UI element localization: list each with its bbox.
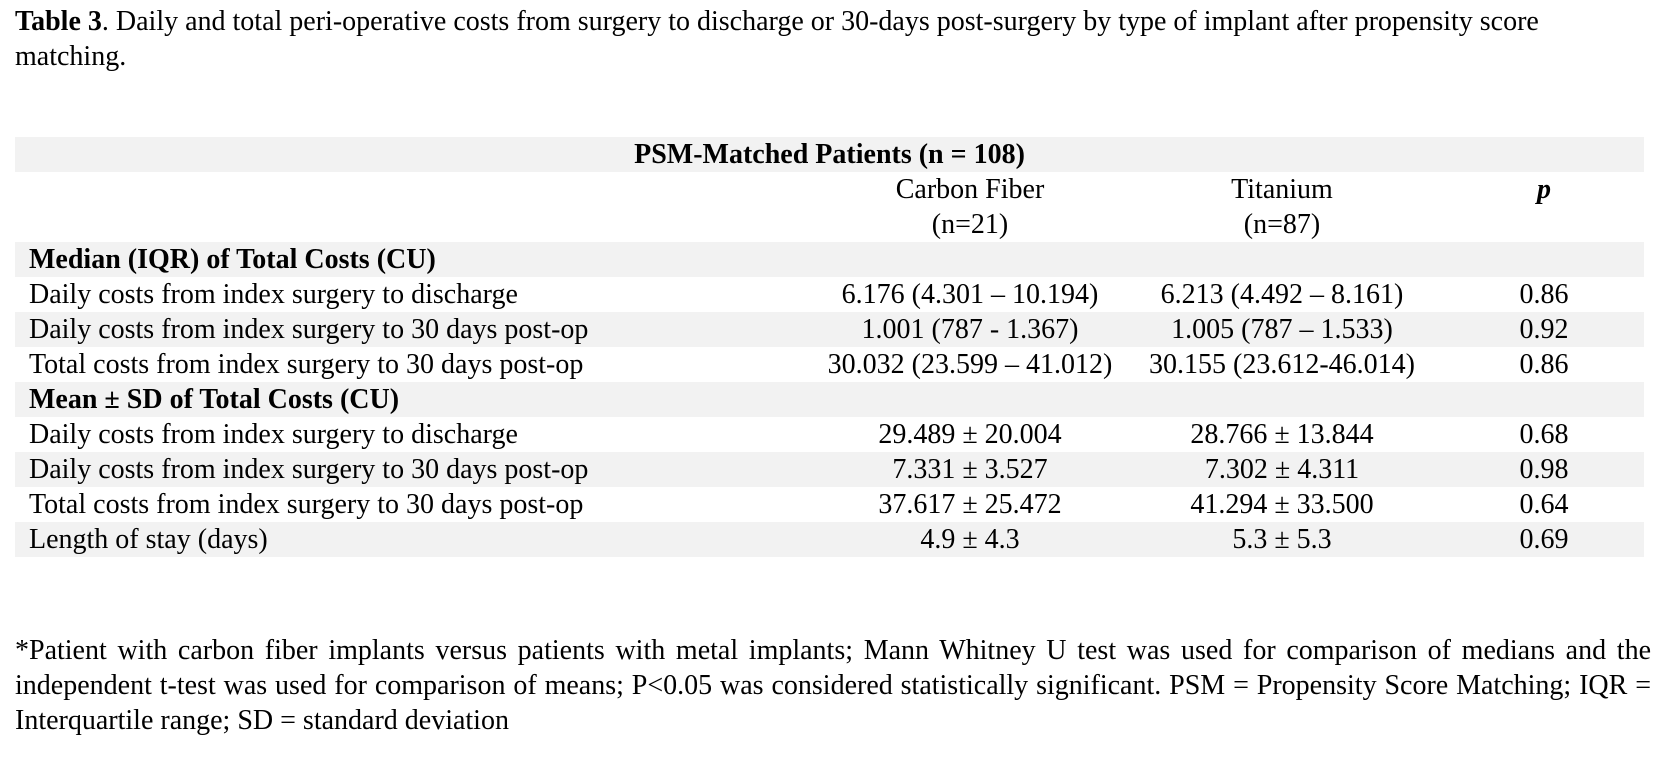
carbon-value: 30.032 (23.599 – 41.012) [827, 349, 1113, 380]
header-titanium-name: Titanium [1231, 174, 1333, 205]
section-heading-mean: Mean ± SD of Total Costs (CU) [15, 382, 1645, 417]
header-titanium-n: (n=87) [1243, 209, 1321, 240]
titanium-value: 6.213 (4.492 – 8.161) [1160, 279, 1404, 310]
p-value: 0.98 [1444, 452, 1645, 487]
table-title-row: PSM-Matched Patients (n = 108) [15, 137, 1645, 172]
p-value: 0.64 [1519, 489, 1569, 520]
header-carbon-fiber-n: (n=21) [931, 209, 1009, 240]
p-value: 0.86 [1519, 349, 1569, 380]
table-footnote: *Patient with carbon fiber implants vers… [15, 635, 1651, 736]
table-row: Daily costs from index surgery to 30 day… [15, 312, 1645, 347]
header-p-label: p [1537, 174, 1552, 205]
p-value: 0.69 [1444, 522, 1645, 557]
table-caption: Table 3. Daily and total peri-operative … [15, 4, 1655, 74]
titanium-value: 41.294 ± 33.500 [1190, 489, 1374, 520]
section-heading-median: Median (IQR) of Total Costs (CU) [15, 242, 1645, 277]
header-carbon-fiber-name: Carbon Fiber [895, 174, 1045, 205]
titanium-value: 7.302 ± 4.311 [1120, 452, 1444, 487]
table-row: Daily costs from index surgery to 30 day… [15, 452, 1645, 487]
row-label: Daily costs from index surgery to 30 day… [15, 452, 820, 487]
table-row: Total costs from index surgery to 30 day… [15, 347, 1644, 382]
row-label: Daily costs from index surgery to discha… [29, 279, 518, 310]
header-p-value: p [1444, 172, 1644, 242]
carbon-value: 37.617 ± 25.472 [878, 489, 1062, 520]
titanium-value: 1.005 (787 – 1.533) [1120, 312, 1444, 347]
table-row: Length of stay (days) 4.9 ± 4.3 5.3 ± 5.… [15, 522, 1645, 557]
p-value: 0.92 [1444, 312, 1645, 347]
header-empty-cell [15, 172, 820, 242]
column-header-row: Carbon Fiber (n=21) Titanium (n=87) p [15, 172, 1644, 242]
carbon-value: 4.9 ± 4.3 [820, 522, 1120, 557]
table-row: Total costs from index surgery to 30 day… [15, 487, 1644, 522]
row-label: Daily costs from index surgery to 30 day… [15, 312, 820, 347]
table-title: PSM-Matched Patients (n = 108) [15, 137, 1645, 172]
titanium-value: 30.155 (23.612-46.014) [1149, 349, 1415, 380]
header-titanium: Titanium (n=87) [1120, 172, 1444, 242]
p-value: 0.86 [1519, 279, 1569, 310]
row-label: Total costs from index surgery to 30 day… [29, 489, 584, 520]
row-label: Length of stay (days) [15, 522, 820, 557]
carbon-value: 1.001 (787 - 1.367) [820, 312, 1120, 347]
header-carbon-fiber: Carbon Fiber (n=21) [820, 172, 1120, 242]
section-heading-row: Mean ± SD of Total Costs (CU) [15, 382, 1645, 417]
carbon-value: 7.331 ± 3.527 [820, 452, 1120, 487]
section-heading-row: Median (IQR) of Total Costs (CU) [15, 242, 1645, 277]
p-value: 0.68 [1519, 419, 1569, 450]
table-row: Daily costs from index surgery to discha… [15, 417, 1644, 452]
caption-text: . Daily and total peri-operative costs f… [15, 6, 1539, 72]
row-label: Daily costs from index surgery to discha… [29, 419, 518, 450]
cost-table: PSM-Matched Patients (n = 108) Carbon Fi… [15, 137, 1645, 557]
row-label: Total costs from index surgery to 30 day… [29, 349, 584, 380]
carbon-value: 6.176 (4.301 – 10.194) [841, 279, 1099, 310]
carbon-value: 29.489 ± 20.004 [878, 419, 1062, 450]
caption-label: Table 3 [15, 6, 102, 37]
table-row: Daily costs from index surgery to discha… [15, 277, 1644, 312]
titanium-value: 28.766 ± 13.844 [1190, 419, 1374, 450]
titanium-value: 5.3 ± 5.3 [1120, 522, 1444, 557]
